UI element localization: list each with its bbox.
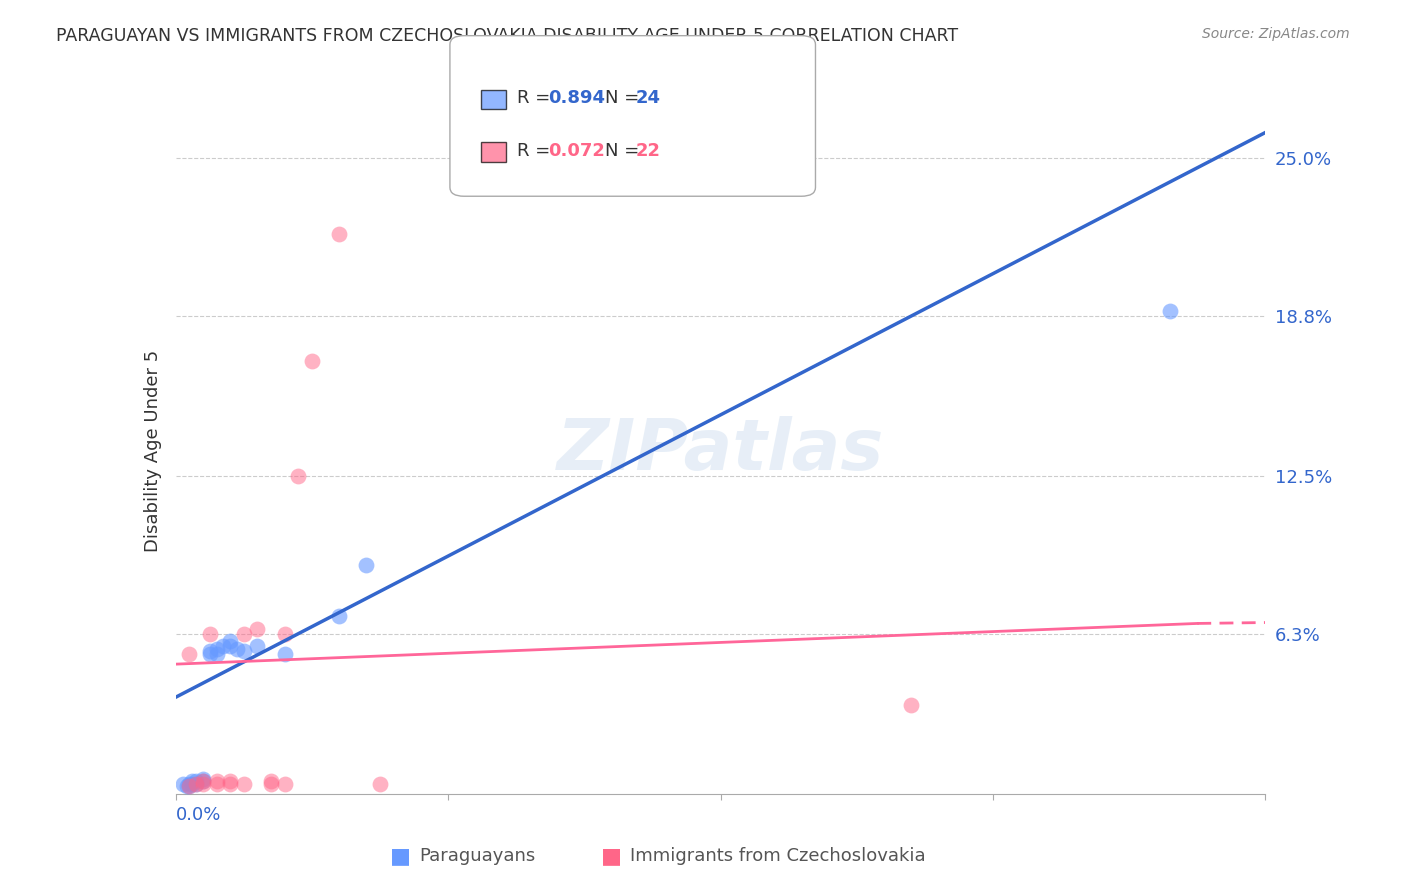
Point bbox=[181, 774, 204, 789]
Point bbox=[301, 354, 323, 368]
Point bbox=[274, 647, 297, 661]
Point bbox=[179, 777, 201, 791]
Text: Paraguayans: Paraguayans bbox=[419, 847, 536, 865]
Point bbox=[219, 774, 242, 789]
Point bbox=[186, 777, 208, 791]
Point bbox=[246, 640, 269, 654]
Text: 0.894: 0.894 bbox=[548, 89, 606, 107]
Point bbox=[1159, 303, 1181, 318]
Point bbox=[179, 647, 201, 661]
Point bbox=[900, 698, 922, 712]
Text: Immigrants from Czechoslovakia: Immigrants from Czechoslovakia bbox=[630, 847, 925, 865]
Point bbox=[274, 626, 297, 640]
Point bbox=[186, 774, 208, 789]
Point bbox=[191, 772, 214, 786]
Text: ZIPatlas: ZIPatlas bbox=[557, 416, 884, 485]
Point bbox=[219, 640, 242, 654]
Point bbox=[274, 777, 297, 791]
Point bbox=[328, 227, 350, 242]
Point bbox=[212, 640, 235, 654]
Text: 0.072: 0.072 bbox=[548, 142, 605, 160]
Point bbox=[191, 774, 214, 789]
Point bbox=[260, 777, 283, 791]
Point bbox=[172, 777, 194, 791]
Text: 0.0%: 0.0% bbox=[176, 806, 221, 824]
Point bbox=[191, 777, 214, 791]
Point bbox=[176, 779, 198, 793]
Point bbox=[179, 779, 201, 793]
Text: N =: N = bbox=[605, 89, 644, 107]
Point bbox=[232, 644, 254, 658]
Text: ■: ■ bbox=[391, 847, 411, 866]
Point bbox=[226, 641, 249, 656]
Text: Source: ZipAtlas.com: Source: ZipAtlas.com bbox=[1202, 27, 1350, 41]
Point bbox=[232, 626, 254, 640]
Text: 22: 22 bbox=[636, 142, 661, 160]
Text: N =: N = bbox=[605, 142, 644, 160]
Point bbox=[186, 777, 208, 791]
Point bbox=[287, 469, 309, 483]
Text: R =: R = bbox=[517, 89, 557, 107]
Text: 24: 24 bbox=[636, 89, 661, 107]
Point bbox=[219, 777, 242, 791]
Point bbox=[219, 634, 242, 648]
Text: R =: R = bbox=[517, 142, 557, 160]
Point bbox=[198, 626, 221, 640]
Point bbox=[205, 774, 228, 789]
Point bbox=[232, 777, 254, 791]
Point bbox=[205, 777, 228, 791]
Point bbox=[198, 644, 221, 658]
Point bbox=[179, 779, 201, 793]
Point bbox=[368, 777, 391, 791]
Point bbox=[191, 774, 214, 789]
Point bbox=[328, 608, 350, 623]
Y-axis label: Disability Age Under 5: Disability Age Under 5 bbox=[143, 350, 162, 551]
Point bbox=[205, 647, 228, 661]
Point bbox=[181, 777, 204, 791]
Point bbox=[246, 622, 269, 636]
Text: PARAGUAYAN VS IMMIGRANTS FROM CZECHOSLOVAKIA DISABILITY AGE UNDER 5 CORRELATION : PARAGUAYAN VS IMMIGRANTS FROM CZECHOSLOV… bbox=[56, 27, 959, 45]
Point bbox=[205, 641, 228, 656]
Point bbox=[260, 774, 283, 789]
Point bbox=[198, 647, 221, 661]
Point bbox=[356, 558, 378, 572]
Text: ■: ■ bbox=[602, 847, 621, 866]
